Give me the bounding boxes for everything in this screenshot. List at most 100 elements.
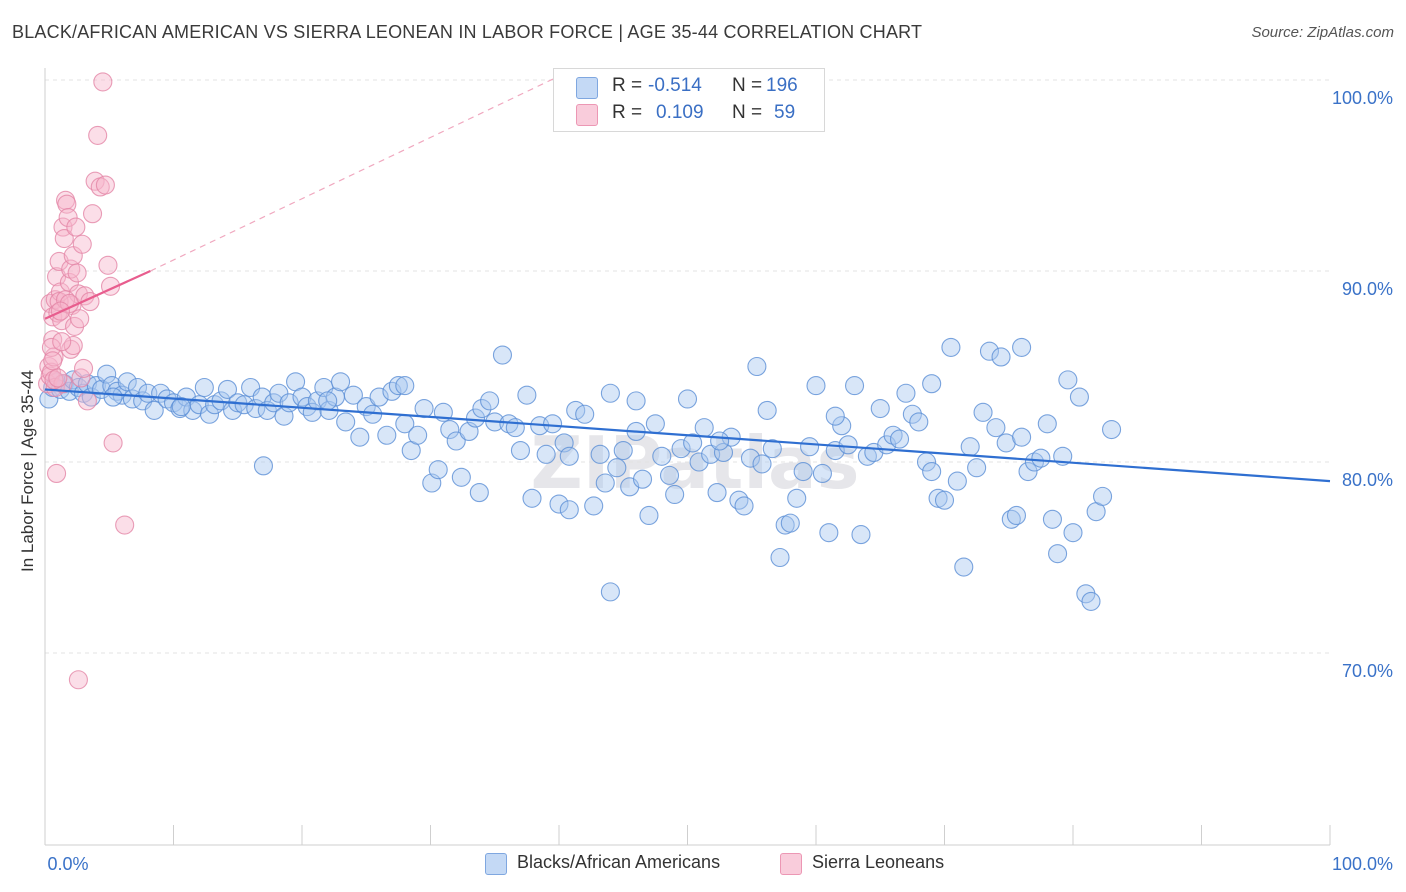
blacks-point	[505, 418, 525, 438]
blacks-point	[318, 391, 338, 411]
bottom-legend-swatch-blacks	[485, 853, 507, 875]
blacks-point	[549, 494, 569, 514]
blacks-point	[1012, 337, 1032, 357]
blacks-point	[1048, 544, 1068, 564]
blacks-point	[793, 461, 813, 482]
blacks-point	[440, 419, 460, 440]
blacks-point	[217, 379, 238, 399]
sierra-point	[85, 171, 105, 191]
sierra-point	[48, 368, 68, 388]
blacks-point	[626, 391, 646, 411]
sierra-point	[43, 351, 63, 371]
x-tick-label-max: 100.0%	[1332, 854, 1393, 874]
blacks-point	[1102, 419, 1122, 440]
blacks-point	[787, 488, 807, 508]
blacks-point	[607, 458, 627, 478]
blacks-point	[710, 431, 730, 451]
blacks-point	[902, 404, 922, 424]
blacks-point	[934, 490, 955, 510]
blacks-point	[909, 412, 929, 432]
legend-r-label: R =	[612, 75, 643, 96]
blacks-point	[707, 483, 727, 503]
sierra-point	[74, 358, 94, 378]
blacks-point	[659, 465, 680, 485]
blacks-point	[408, 425, 428, 445]
blacks-point	[991, 347, 1011, 367]
blacks-point	[559, 446, 579, 466]
blacks-point	[1042, 509, 1062, 529]
sierra-point	[70, 309, 90, 329]
blacks-point	[734, 496, 754, 516]
blacks-point	[144, 400, 164, 420]
blacks-point	[336, 412, 356, 432]
blacks-point	[584, 496, 604, 516]
sierra-point	[54, 228, 74, 249]
blacks-point	[1093, 486, 1113, 506]
sierra-point	[63, 335, 83, 356]
blacks-point	[543, 414, 563, 434]
blacks-point	[694, 418, 714, 438]
blacks-point	[954, 557, 974, 577]
sierra-point	[103, 433, 123, 453]
blacks-point	[740, 448, 761, 468]
blacks-point	[522, 488, 542, 508]
sierra-point	[66, 217, 86, 237]
blacks-point	[752, 454, 772, 474]
blacks-point	[632, 469, 653, 489]
blacks-point	[645, 414, 665, 434]
blacks-point	[851, 525, 871, 545]
blacks-point	[171, 397, 191, 417]
sierra-point	[88, 125, 108, 145]
blacks-point	[780, 513, 800, 533]
blacks-point	[264, 393, 284, 413]
blacks-point	[896, 383, 916, 403]
blacks-point	[770, 547, 790, 568]
sierra-point	[95, 175, 115, 195]
blacks-point	[613, 440, 633, 461]
y-tick-label: 70.0%	[1342, 661, 1393, 681]
sierra-trend-line	[44, 269, 151, 320]
sierra-point	[49, 251, 69, 272]
blacks-point	[269, 383, 289, 403]
blacks-point	[677, 389, 698, 409]
legend-n-label: N =	[732, 75, 763, 96]
blacks-point	[600, 582, 620, 602]
blacks-point	[713, 442, 734, 463]
blacks-point	[1063, 523, 1083, 543]
blacks-point	[973, 402, 993, 422]
sierra-point	[93, 72, 113, 92]
y-tick-label: 90.0%	[1342, 279, 1393, 299]
blacks-point	[812, 463, 832, 484]
blacks-point	[1058, 370, 1078, 390]
blacks-point	[844, 376, 865, 396]
blacks-point	[600, 383, 620, 403]
sierra-point	[52, 332, 72, 352]
blacks-point	[986, 418, 1006, 438]
blacks-point	[800, 437, 820, 457]
sierra-point	[77, 391, 97, 411]
sierra-point	[72, 234, 92, 254]
legend-n-value: 59	[774, 102, 796, 123]
blacks-point	[941, 337, 961, 357]
blacks-point	[1069, 387, 1089, 407]
blacks-point	[492, 345, 513, 365]
sierra-point	[47, 463, 67, 484]
blacks-point	[388, 376, 408, 396]
chart-title: BLACK/AFRICAN AMERICAN VS SIERRA LEONEAN…	[12, 22, 923, 42]
sierra-point	[82, 204, 103, 224]
blacks-point	[451, 467, 471, 487]
blacks-point	[652, 446, 672, 466]
blacks-point	[1001, 509, 1021, 529]
y-tick-label: 100.0%	[1332, 88, 1393, 108]
sierra-point	[98, 255, 118, 275]
blacks-point	[762, 439, 782, 459]
blacks-point	[194, 377, 214, 398]
blacks-point	[870, 398, 890, 419]
blacks-point	[97, 364, 117, 384]
blacks-point	[369, 387, 389, 407]
blacks-point	[1031, 448, 1051, 468]
blacks-point	[838, 435, 858, 455]
blacks-point	[683, 433, 703, 453]
blacks-point	[517, 385, 537, 405]
sierra-point	[58, 207, 78, 228]
